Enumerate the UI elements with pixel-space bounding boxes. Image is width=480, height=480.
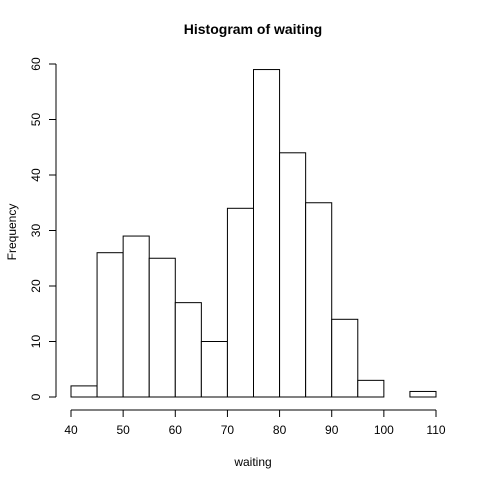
histogram-bar-80-85 — [279, 152, 307, 398]
histogram-bar-85-90 — [305, 202, 333, 398]
histogram-bar-70-75 — [226, 207, 255, 398]
x-axis-label: waiting — [233, 455, 271, 469]
chart-title: Histogram of waiting — [184, 21, 322, 37]
x-tick-label: 50 — [116, 423, 130, 437]
x-tick-label: 100 — [374, 423, 394, 437]
y-tick-label: 40 — [29, 168, 43, 182]
y-tick-label: 60 — [29, 57, 43, 71]
histogram-bar-90-95 — [331, 318, 359, 398]
x-tick-label: 70 — [221, 423, 235, 437]
y-tick-label: 10 — [29, 335, 43, 349]
histogram-bar-55-60 — [148, 257, 176, 398]
x-tick-label: 80 — [273, 423, 287, 437]
x-tick-label: 60 — [169, 423, 183, 437]
y-tick-label: 0 — [29, 393, 43, 400]
y-tick-label: 20 — [29, 279, 43, 293]
histogram-bar-65-70 — [200, 341, 228, 398]
x-tick-label: 90 — [325, 423, 339, 437]
x-axis: 40 50 60 70 80 90 100 110 — [64, 409, 446, 437]
histogram-bar-45-50 — [96, 252, 124, 398]
x-tick-label: 40 — [64, 423, 78, 437]
bars-group — [70, 69, 437, 398]
histogram-bar-40-45 — [70, 385, 98, 398]
y-axis-label: Frequency — [5, 204, 19, 261]
y-tick-label: 30 — [29, 224, 43, 238]
histogram-bar-105-110 — [409, 390, 437, 398]
x-tick-label: 110 — [426, 423, 445, 437]
histogram-bar-50-55 — [122, 235, 150, 398]
y-tick-label: 50 — [29, 113, 43, 127]
y-axis: 0 10 20 30 40 50 60 — [29, 57, 57, 400]
histogram-bar-75-80 — [253, 69, 281, 398]
histogram-bar-60-65 — [174, 302, 202, 398]
histogram-bar-95-100 — [357, 379, 385, 398]
